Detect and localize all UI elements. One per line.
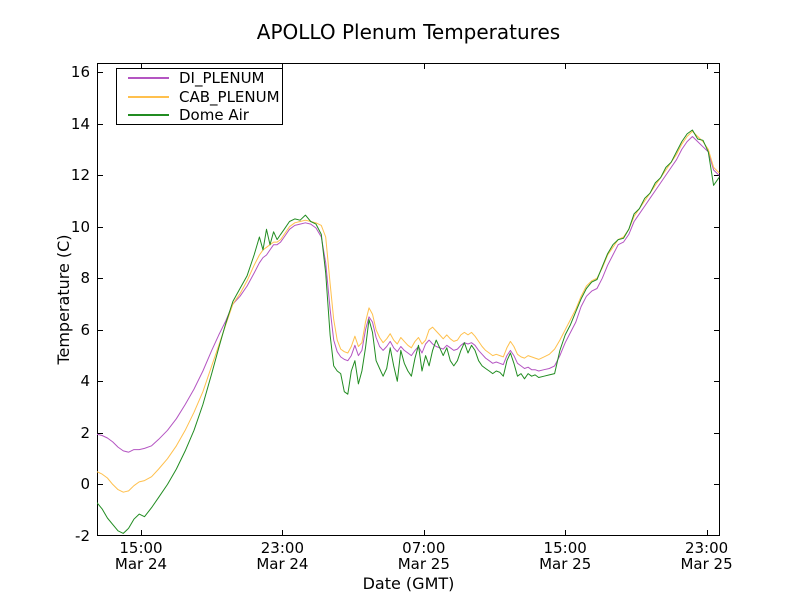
x-tick-time: 15:00 bbox=[543, 539, 587, 557]
x-tick-time: 23:00 bbox=[260, 539, 304, 557]
x-tick-label: 23:00 Mar 24 bbox=[237, 541, 327, 572]
x-tick-time: 23:00 bbox=[684, 539, 729, 557]
x-tick-date: Mar 25 bbox=[680, 554, 733, 573]
plot-area bbox=[97, 63, 720, 536]
y-tick-label: 4 bbox=[80, 372, 90, 391]
chart-title: APOLLO Plenum Temperatures bbox=[256, 20, 561, 44]
series-line-dome-air bbox=[97, 129, 720, 534]
x-tick-time: 07:00 bbox=[402, 539, 446, 557]
y-tick-label: 0 bbox=[80, 475, 90, 494]
y-tick-label: 14 bbox=[70, 114, 90, 133]
legend: DI_PLENUM CAB_PLENUM Dome Air bbox=[116, 68, 283, 125]
legend-item: CAB_PLENUM bbox=[117, 88, 282, 106]
legend-line-swatch bbox=[128, 113, 169, 116]
x-tick-date: Mar 24 bbox=[114, 554, 168, 573]
series-line-di-plenum bbox=[97, 136, 720, 453]
axes-frame bbox=[97, 63, 720, 536]
x-tick-label: 23:00 Mar 25 bbox=[662, 541, 752, 572]
legend-label: CAB_PLENUM bbox=[179, 87, 280, 106]
y-tick-label: 16 bbox=[70, 63, 90, 82]
x-tick-time: 15:00 bbox=[119, 539, 163, 557]
y-tick-label: 8 bbox=[80, 269, 90, 288]
y-axis-label: Temperature (C) bbox=[54, 234, 73, 365]
y-tick-label: 12 bbox=[70, 166, 90, 185]
x-tick-label: 15:00 Mar 25 bbox=[520, 541, 610, 572]
x-tick-date: Mar 25 bbox=[397, 554, 450, 573]
legend-label: Dome Air bbox=[179, 105, 249, 124]
x-tick-label: 15:00 Mar 24 bbox=[96, 541, 186, 572]
x-tick-label: 07:00 Mar 25 bbox=[379, 541, 469, 572]
y-tick-label: 10 bbox=[70, 217, 90, 236]
y-tick-label: 2 bbox=[80, 423, 90, 442]
legend-line-swatch bbox=[128, 95, 169, 98]
legend-item: Dome Air bbox=[117, 106, 282, 124]
x-tick-date: Mar 24 bbox=[256, 554, 309, 573]
x-tick-date: Mar 25 bbox=[539, 554, 592, 573]
y-tick-label: 6 bbox=[80, 320, 90, 339]
y-tick-label: -2 bbox=[75, 527, 90, 545]
x-axis-label: Date (GMT) bbox=[362, 574, 455, 593]
legend-item: DI_PLENUM bbox=[117, 69, 282, 87]
legend-line-swatch bbox=[128, 77, 169, 80]
legend-label: DI_PLENUM bbox=[179, 69, 265, 88]
